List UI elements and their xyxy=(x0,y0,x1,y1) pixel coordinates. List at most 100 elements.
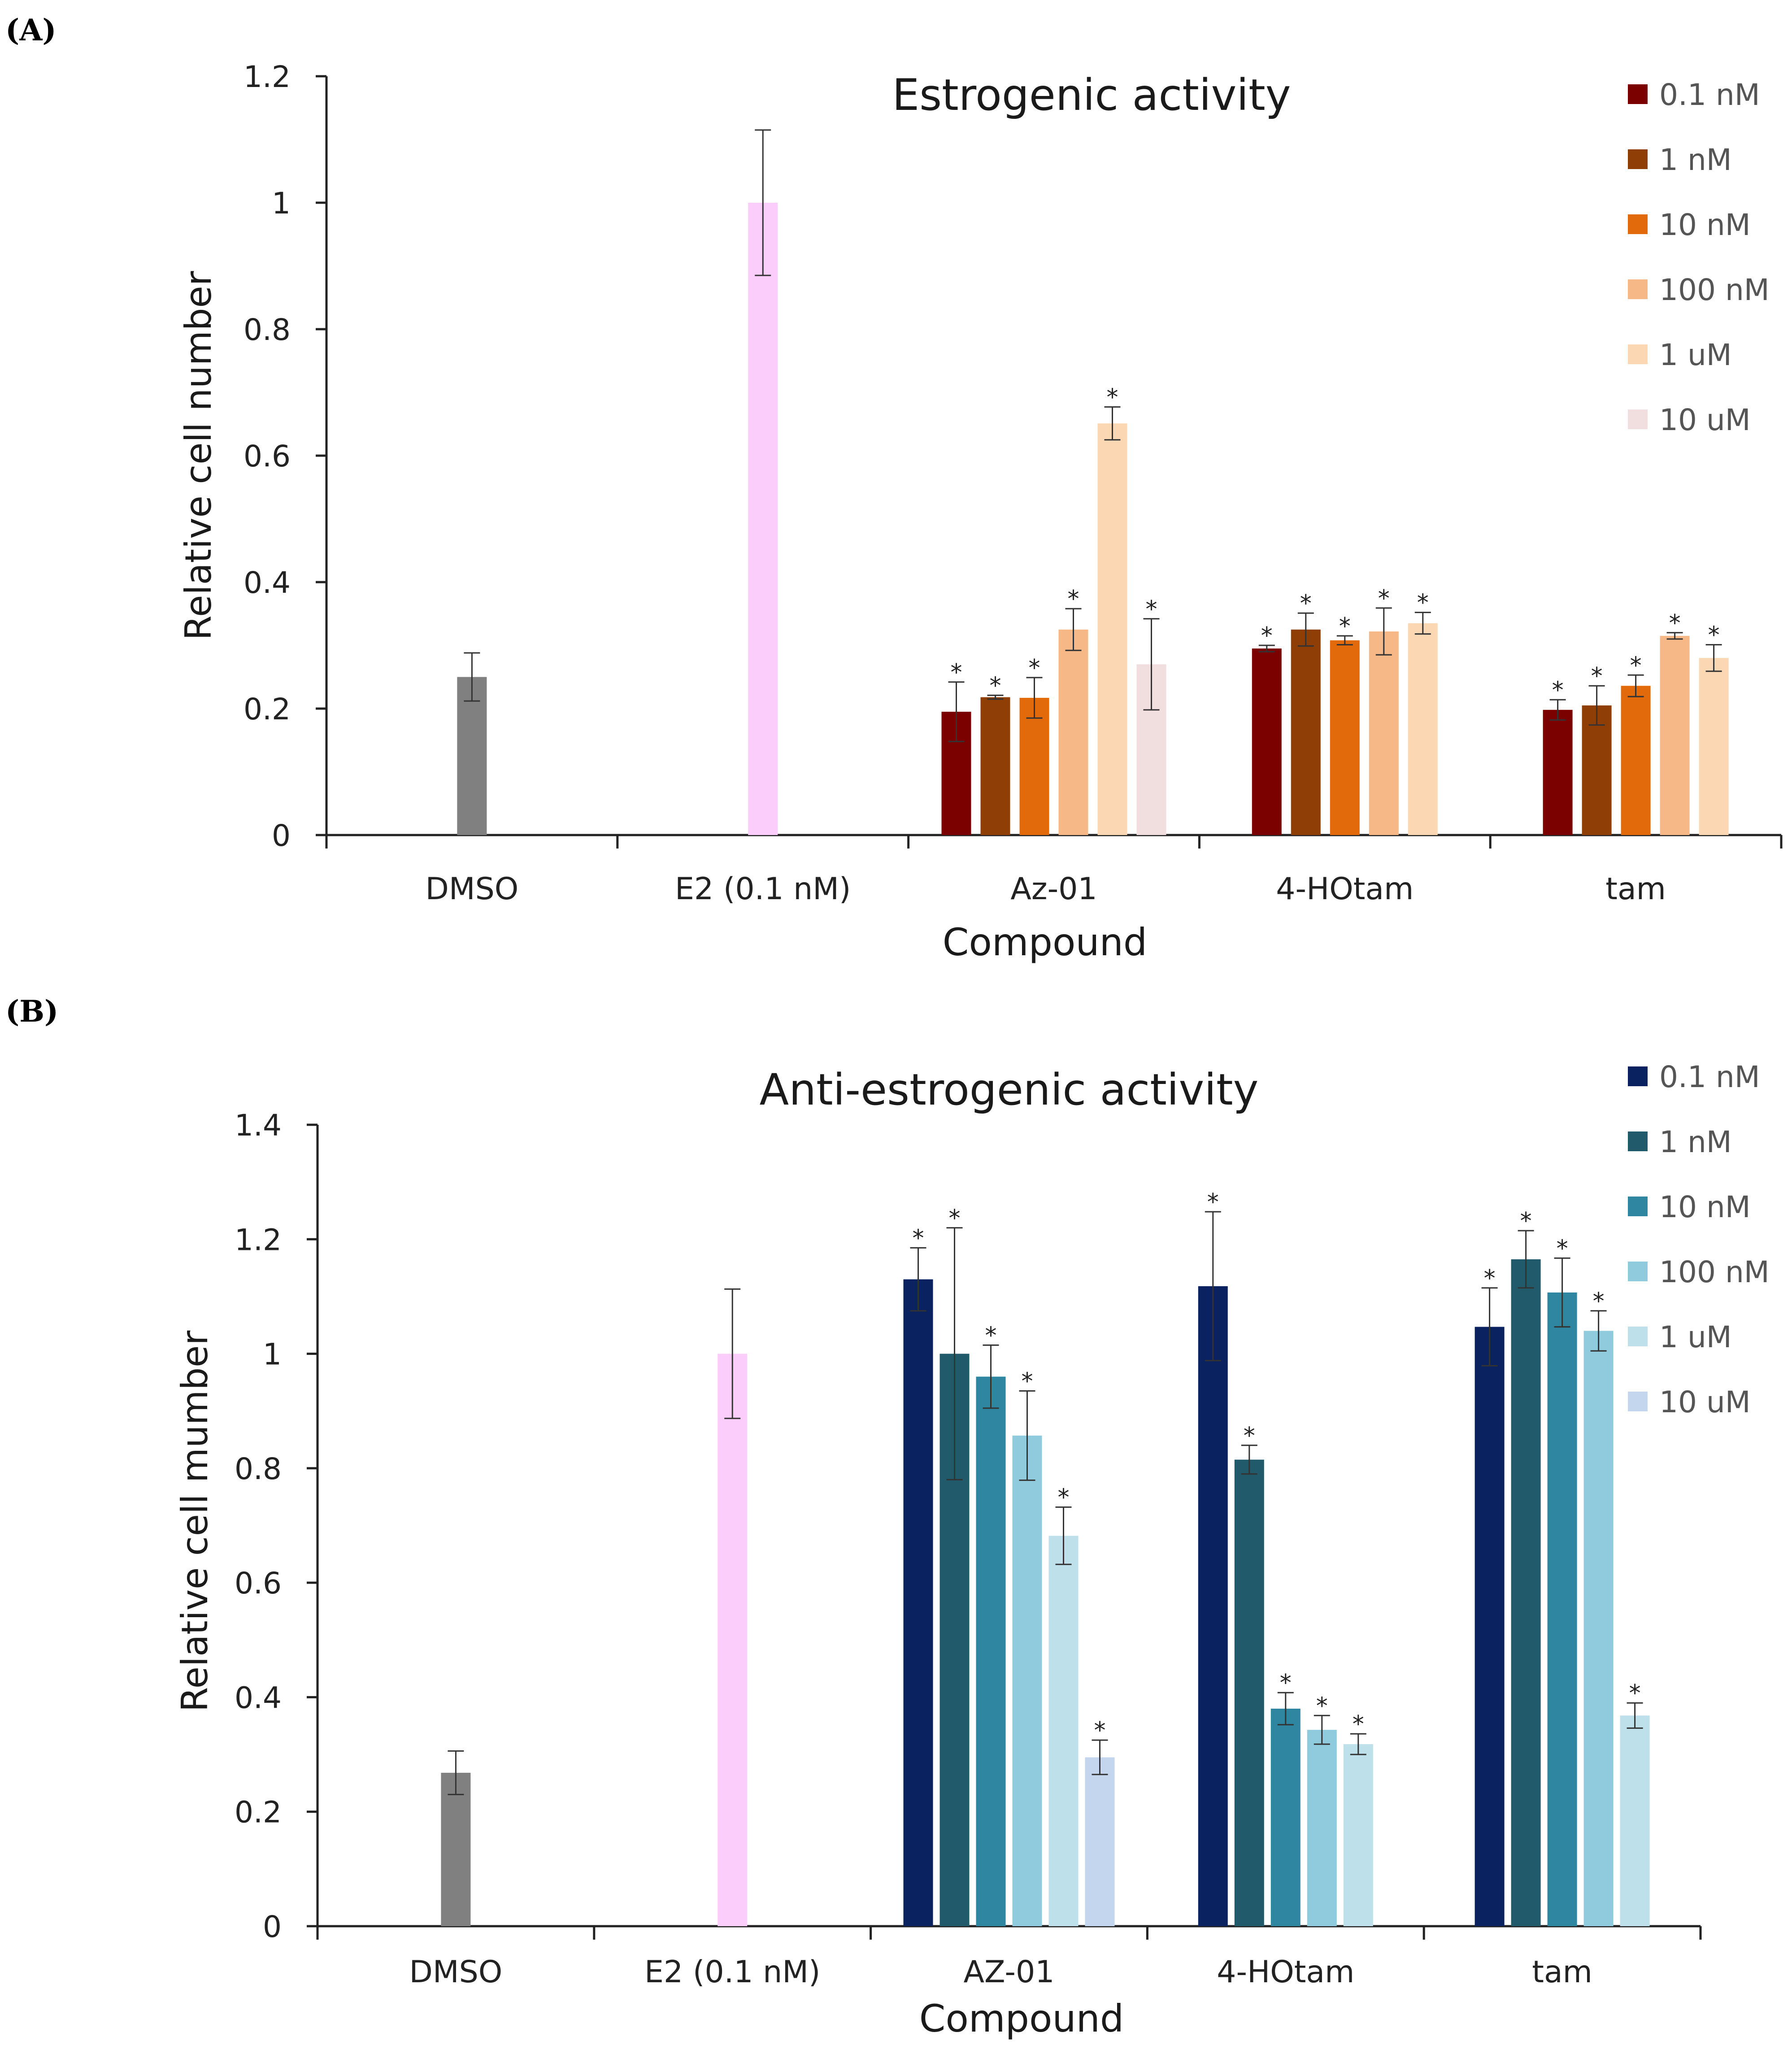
y-tick-label: 0 xyxy=(263,1910,282,1944)
significance-star: * xyxy=(1058,1484,1070,1511)
bar xyxy=(457,677,487,835)
y-axis-label: Relative cell number xyxy=(178,271,219,640)
significance-star: * xyxy=(1146,596,1157,623)
legend-label: 1 uM xyxy=(1659,338,1732,372)
significance-star: * xyxy=(1316,1693,1328,1719)
significance-star: * xyxy=(1629,1680,1641,1707)
category-label: DMSO xyxy=(426,871,519,907)
bar xyxy=(1252,648,1282,835)
bar xyxy=(976,1376,1006,1926)
category-label: 4-HOtam xyxy=(1217,1954,1354,1990)
significance-star: * xyxy=(1378,585,1390,612)
bar xyxy=(1369,631,1399,835)
bar xyxy=(1699,658,1729,835)
legend-swatch xyxy=(1628,84,1648,104)
bar xyxy=(1474,1327,1505,1926)
legend-label: 100 nM xyxy=(1659,1255,1770,1289)
significance-star: * xyxy=(1107,384,1118,411)
significance-star: * xyxy=(1300,590,1312,617)
bar xyxy=(748,203,778,835)
bar xyxy=(1511,1259,1541,1926)
significance-star: * xyxy=(1094,1717,1106,1744)
significance-star: * xyxy=(1339,613,1351,640)
category-label: tam xyxy=(1532,1954,1592,1990)
bar xyxy=(1660,635,1690,835)
significance-star: * xyxy=(1417,590,1429,617)
bar xyxy=(1012,1436,1042,1926)
x-axis-label: Compound xyxy=(943,920,1147,964)
bar xyxy=(1621,686,1651,835)
legend-label: 1 uM xyxy=(1659,1320,1732,1354)
legend-label: 0.1 nM xyxy=(1659,78,1760,112)
significance-star: * xyxy=(1022,1368,1033,1395)
significance-star: * xyxy=(913,1225,924,1252)
y-tick-label: 0.4 xyxy=(244,566,291,600)
y-tick-label: 1 xyxy=(263,1337,282,1372)
bar xyxy=(1234,1459,1264,1926)
bar xyxy=(1085,1757,1115,1926)
bar xyxy=(1019,698,1049,835)
legend-label: 1 nM xyxy=(1659,143,1732,177)
y-tick-label: 0.2 xyxy=(244,692,291,727)
legend-label: 10 uM xyxy=(1659,1385,1751,1419)
bar xyxy=(718,1353,748,1926)
significance-star: * xyxy=(1669,610,1681,637)
legend-label: 10 uM xyxy=(1659,403,1751,437)
bar xyxy=(1330,640,1360,835)
significance-star: * xyxy=(1244,1423,1255,1449)
bar xyxy=(1547,1292,1577,1926)
legend-swatch xyxy=(1628,1197,1648,1216)
bar xyxy=(1408,623,1438,835)
y-tick-label: 1.2 xyxy=(235,1223,282,1257)
category-label: DMSO xyxy=(409,1954,503,1990)
bar xyxy=(1058,629,1088,835)
chart-title: Anti-estrogenic activity xyxy=(760,1065,1259,1115)
x-axis-label: Compound xyxy=(919,1997,1124,2041)
bar xyxy=(1620,1715,1650,1926)
legend-swatch xyxy=(1628,409,1648,429)
bar xyxy=(441,1772,471,1926)
chart-title: Estrogenic activity xyxy=(892,70,1291,120)
legend-label: 10 nM xyxy=(1659,1190,1751,1224)
y-tick-label: 1.2 xyxy=(244,60,291,94)
y-tick-label: 0.6 xyxy=(244,439,291,474)
bar xyxy=(1198,1286,1228,1926)
panel-a-estrogenic-chart: (A) Estrogenic activity 0 0.2 0.4 0.6 0.8 1 1.2 R… xyxy=(5,13,1783,964)
panel-label: (A) xyxy=(5,13,57,48)
bar xyxy=(1048,1536,1079,1926)
legend-swatch xyxy=(1628,1262,1648,1281)
significance-star: * xyxy=(1591,663,1603,690)
legend-swatch xyxy=(1628,279,1648,299)
significance-star: * xyxy=(1520,1208,1532,1235)
bar xyxy=(1583,1331,1614,1926)
significance-star: * xyxy=(1068,586,1079,613)
significance-star: * xyxy=(951,659,962,686)
bar xyxy=(903,1279,933,1926)
significance-star: * xyxy=(949,1205,961,1232)
significance-star: * xyxy=(1280,1670,1292,1697)
bar xyxy=(1097,423,1127,835)
significance-star: * xyxy=(1593,1288,1605,1315)
category-label: 4-HOtam xyxy=(1276,871,1414,907)
legend-swatch xyxy=(1628,1392,1648,1411)
y-tick-label: 1 xyxy=(272,186,291,221)
bar xyxy=(1291,629,1321,835)
legend-label: 10 nM xyxy=(1659,208,1751,242)
y-tick-label: 0.2 xyxy=(235,1795,282,1830)
legend-label: 0.1 nM xyxy=(1659,1060,1760,1094)
category-label: E2 (0.1 nM) xyxy=(644,1954,820,1990)
significance-star: * xyxy=(990,672,1001,699)
legend-label: 100 nM xyxy=(1659,273,1770,307)
bar xyxy=(1307,1730,1337,1926)
category-label: tam xyxy=(1605,871,1666,907)
y-tick-label: 0.6 xyxy=(235,1566,282,1601)
legend-swatch xyxy=(1628,149,1648,169)
significance-star: * xyxy=(985,1322,997,1349)
y-tick-label: 0.8 xyxy=(235,1452,282,1486)
legend-label: 1 nM xyxy=(1659,1125,1732,1159)
category-label: Az-01 xyxy=(1010,871,1097,907)
legend-swatch xyxy=(1628,344,1648,364)
y-tick-label: 1.4 xyxy=(235,1108,282,1143)
legend-swatch xyxy=(1628,1066,1648,1086)
